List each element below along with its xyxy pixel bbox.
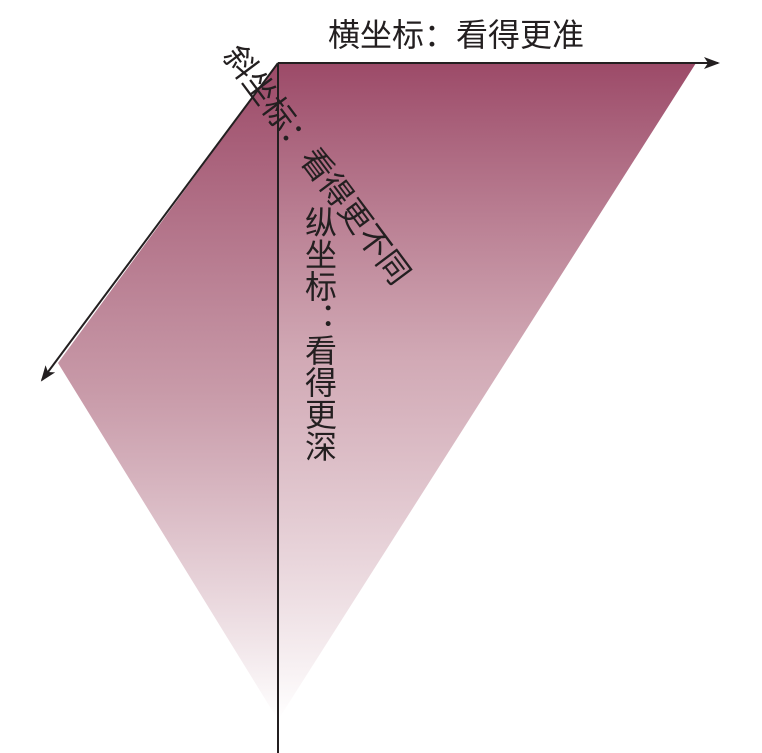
diagonal-axis-arrow — [40, 62, 279, 382]
right-gradient-region — [278, 63, 696, 720]
horizontal-axis-label: 横坐标：看得更准 — [328, 16, 584, 54]
vertical-axis-label: 纵坐标：看得更深 — [300, 206, 338, 462]
left-gradient-region — [58, 63, 278, 720]
